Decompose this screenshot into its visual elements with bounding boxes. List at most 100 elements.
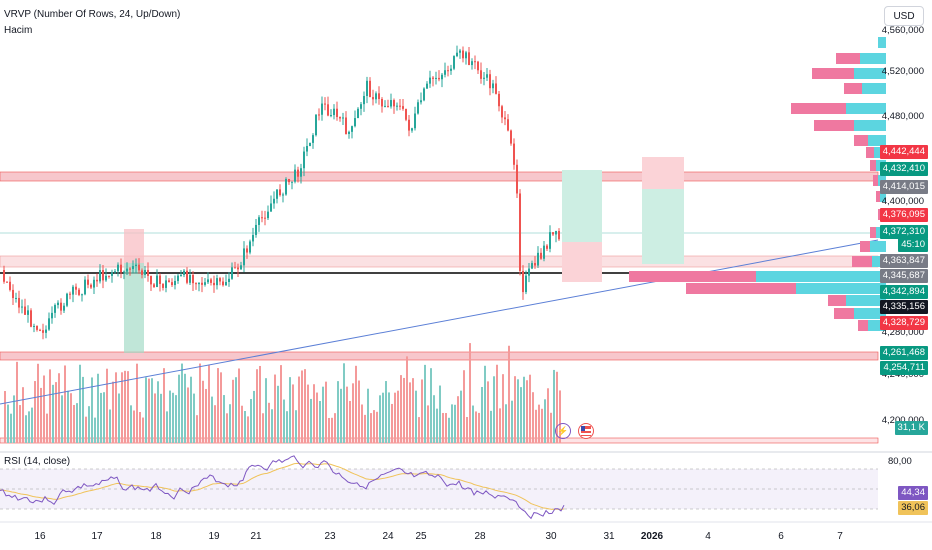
price-label: 4,372,310 <box>879 225 928 239</box>
volume-bar <box>187 387 189 443</box>
price-tick: 4,480,000 <box>881 111 924 122</box>
volume-bar <box>385 381 387 443</box>
candle <box>117 264 119 272</box>
candle <box>357 108 359 119</box>
rsi-line <box>0 455 565 520</box>
date-tick: 30 <box>545 531 557 542</box>
candle <box>9 281 11 290</box>
volume-bar <box>517 379 519 443</box>
lightning-icon[interactable]: ⚡ <box>555 423 571 439</box>
volume-bar <box>184 373 186 443</box>
short-position <box>124 229 144 263</box>
candle <box>30 310 32 327</box>
volume-bar <box>412 378 414 443</box>
candle <box>462 50 464 59</box>
candle <box>489 74 491 89</box>
volume-bar <box>220 372 222 443</box>
candle <box>435 77 437 79</box>
volume-bar <box>325 381 327 443</box>
price-label: 4,261,468 <box>879 346 928 360</box>
volume-bar <box>529 374 531 443</box>
candle <box>321 103 323 115</box>
volume-bar <box>280 365 282 443</box>
volume-profile-bar <box>870 160 876 171</box>
date-tick: 19 <box>208 531 220 542</box>
volume-bar <box>70 393 72 443</box>
volume-bar <box>262 413 264 443</box>
volume-bar <box>61 395 63 443</box>
volume-bar <box>376 411 378 443</box>
candle <box>285 178 287 195</box>
volume-bar <box>511 400 513 443</box>
candle <box>54 305 56 313</box>
candle <box>39 329 41 331</box>
candle <box>81 294 83 296</box>
volume-bar <box>253 390 255 443</box>
rsi-legend[interactable]: RSI (14, close) <box>4 456 71 467</box>
candle <box>549 232 551 249</box>
price-label: 31,1 K <box>894 421 928 435</box>
candle <box>258 217 260 225</box>
vrvp-legend[interactable]: VRVP (Number Of Rows, 24, Up/Down) <box>4 9 181 20</box>
volume-bar <box>115 372 117 443</box>
volume-bar <box>544 399 546 443</box>
volume-bar <box>328 417 330 443</box>
volume-bar <box>178 374 180 443</box>
volume-bar <box>181 363 183 443</box>
volume-bar <box>100 392 102 443</box>
rsi-ma-label: 36,06 <box>898 501 928 515</box>
volume-bar <box>94 417 96 443</box>
volume-bar <box>4 391 6 443</box>
candle <box>429 77 431 84</box>
candle <box>402 106 404 109</box>
candle <box>384 105 386 107</box>
candle <box>111 272 113 276</box>
price-label: 4,363,847 <box>879 254 928 268</box>
volume-bar <box>397 390 399 443</box>
volume-bar <box>373 410 375 443</box>
candle <box>288 178 290 183</box>
volume-bar <box>469 343 471 443</box>
candle <box>156 275 158 287</box>
volume-bar <box>475 411 477 443</box>
candle <box>279 189 281 196</box>
volume-bar <box>130 405 132 443</box>
candle <box>87 279 89 285</box>
volume-profile-bar <box>870 227 876 238</box>
currency-button[interactable]: USD <box>884 6 924 26</box>
volume-bar <box>454 404 456 443</box>
candle <box>231 267 233 279</box>
volume-bar <box>439 385 441 443</box>
price-tick: 4,560,000 <box>881 25 924 36</box>
candle <box>495 83 497 94</box>
candle <box>468 52 470 66</box>
candle <box>432 77 434 79</box>
position-target-zone <box>642 189 684 264</box>
candle <box>198 282 200 285</box>
candle <box>189 274 191 283</box>
candle <box>24 306 26 315</box>
candle <box>372 97 374 100</box>
volume-bar <box>241 405 243 443</box>
price-label: 4,376,095 <box>879 208 928 222</box>
candle <box>348 131 350 135</box>
candle <box>369 80 371 98</box>
volume-bar <box>499 408 501 443</box>
volume-bar <box>370 413 372 443</box>
volume-bar <box>463 370 465 443</box>
candle <box>147 269 149 276</box>
candle <box>351 126 353 132</box>
volume-legend[interactable]: Hacim <box>4 25 33 36</box>
candle <box>498 93 500 107</box>
flag-icon[interactable] <box>578 423 594 439</box>
volume-profile-bar <box>854 68 886 79</box>
candle <box>273 198 275 204</box>
volume-bar <box>298 376 300 443</box>
candle <box>36 326 38 330</box>
candle <box>150 275 152 285</box>
candle <box>3 270 5 282</box>
candle <box>177 275 179 281</box>
volume-bar <box>172 392 174 443</box>
candle <box>294 169 296 182</box>
